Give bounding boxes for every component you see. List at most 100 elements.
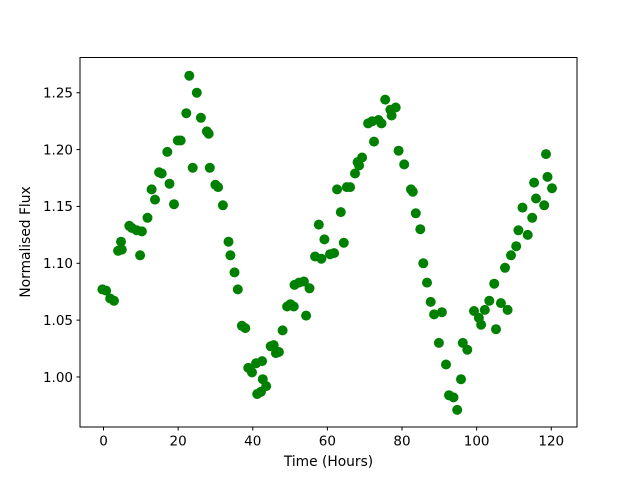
scatter-point	[273, 347, 284, 357]
scatter-point	[240, 323, 251, 334]
y-tick-label: 1.15	[43, 199, 73, 215]
scatter-point	[517, 202, 528, 213]
scatter-point	[393, 145, 404, 156]
scatter-point	[203, 128, 214, 139]
scatter-point	[410, 208, 421, 219]
x-tick-label: 120	[538, 434, 564, 450]
scatter-point	[541, 149, 551, 160]
scatter-point	[542, 171, 553, 182]
scatter-point	[495, 298, 506, 309]
scatter-point	[429, 309, 440, 320]
scatter-point	[301, 310, 312, 321]
scatter-point	[380, 94, 391, 105]
scatter-point	[116, 244, 127, 255]
scatter-point	[136, 226, 147, 237]
scatter-point	[288, 301, 299, 312]
scatter-point	[223, 236, 234, 247]
y-tick-label: 1.10	[43, 256, 73, 272]
scatter-point	[261, 381, 272, 392]
y-axis-ticks: 1.00 1.05 1.10 1.15 1.20 1.25	[43, 86, 80, 386]
scatter-point	[335, 207, 346, 218]
scatter-point	[162, 146, 173, 157]
scatter-point	[298, 276, 309, 287]
scatter-point	[191, 87, 202, 98]
scatter-point	[350, 168, 360, 179]
scatter-point	[415, 224, 426, 235]
scatter-point	[213, 182, 224, 193]
scatter-point	[169, 199, 179, 210]
scatter-point	[513, 225, 524, 236]
scatter-point	[500, 262, 510, 273]
scatter-point	[547, 183, 557, 194]
scatter-point	[452, 404, 463, 415]
x-tick-label: 0	[99, 434, 108, 450]
scatter-point	[277, 325, 288, 336]
plot-frame	[79, 57, 578, 428]
scatter-point	[354, 160, 365, 171]
scatter-point	[313, 219, 324, 230]
x-tick-label: 40	[244, 434, 261, 450]
scatter-point	[399, 159, 410, 170]
scatter-point	[436, 307, 447, 318]
scatter-point	[332, 184, 343, 195]
scatter-point	[225, 250, 236, 261]
scatter-point	[539, 200, 550, 211]
scatter-point	[407, 186, 418, 197]
scatter-point	[101, 285, 112, 296]
scatter-point	[433, 337, 444, 348]
scatter-point	[195, 112, 206, 123]
scatter-point	[229, 267, 240, 278]
scatter-point	[491, 324, 501, 335]
scatter-point	[425, 296, 436, 307]
scatter-point	[135, 250, 146, 261]
scatter-point	[247, 367, 257, 378]
x-axis-label: Time (Hours)	[283, 454, 373, 470]
scatter-point	[329, 248, 340, 259]
scatter-point	[345, 182, 356, 193]
scatter-point	[531, 193, 541, 204]
scatter-point	[522, 229, 533, 240]
scatter-point	[376, 118, 387, 129]
scatter-point	[142, 212, 153, 223]
scatter-point	[116, 236, 126, 247]
y-axis-label: Normalised Flux	[18, 186, 34, 297]
scatter-point	[257, 356, 268, 367]
scatter-point	[484, 295, 495, 306]
scatter-point	[175, 135, 186, 146]
scatter-point	[386, 110, 397, 121]
x-tick-label: 60	[319, 434, 336, 450]
scatter-point	[164, 178, 175, 189]
scatter-point	[217, 200, 228, 211]
x-axis-ticks: 0 20 40 60 80 100 120	[99, 427, 564, 450]
scatter-point	[204, 162, 215, 173]
scatter-point	[232, 284, 243, 295]
x-tick-label: 20	[170, 434, 187, 450]
y-tick-label: 1.20	[43, 142, 73, 158]
scatter-point	[529, 177, 540, 188]
scatter-point	[441, 359, 451, 370]
scatter-point	[181, 108, 192, 119]
scatter-point	[187, 162, 198, 173]
x-tick-label: 100	[464, 434, 490, 450]
x-tick-label: 80	[393, 434, 410, 450]
scatter-point	[502, 304, 513, 315]
scatter-point	[527, 212, 538, 223]
y-tick-label: 1.25	[43, 86, 73, 102]
scatter-point	[319, 234, 330, 245]
scatter-point	[184, 70, 195, 81]
scatter-point	[369, 136, 379, 147]
scatter-point	[422, 277, 432, 288]
y-tick-label: 1.05	[43, 313, 73, 329]
scatter-point	[479, 304, 490, 315]
scatter-point	[506, 250, 516, 261]
scatter-points	[97, 70, 557, 415]
scatter-point	[469, 306, 479, 316]
scatter-point	[418, 258, 429, 269]
scatter-point	[390, 102, 401, 113]
scatter-point	[357, 152, 368, 163]
scatter-point	[268, 340, 279, 351]
scatter-point	[456, 374, 466, 385]
scatter-point	[150, 194, 160, 205]
scatter-point	[316, 253, 327, 264]
